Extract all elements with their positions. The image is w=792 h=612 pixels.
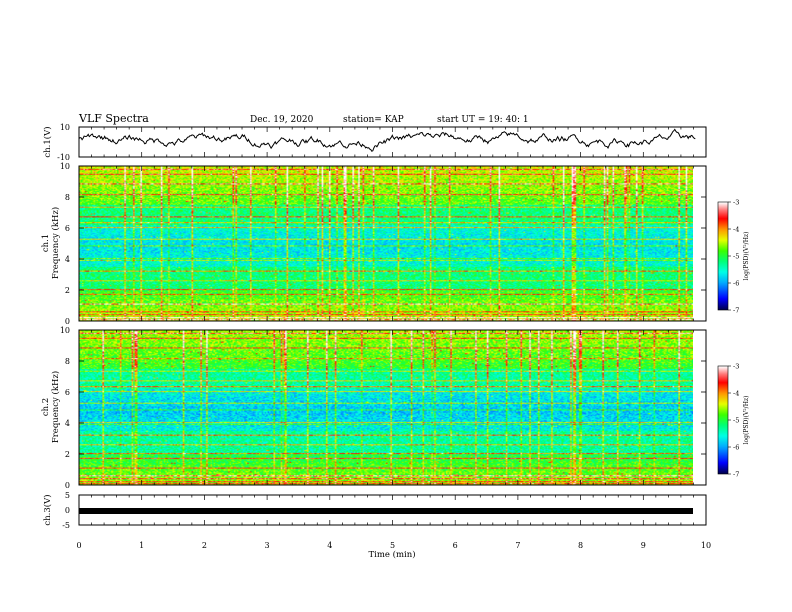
x-tick-label: 1 [139,541,144,550]
ch1-spectrogram-image [79,166,693,321]
ch3-voltage-ylabel: ch.3(V) [42,494,53,525]
colorbar-tick-label: -6 [733,280,739,288]
x-tick-label: 0 [76,541,81,550]
ch3-ytick-bottom: -5 [62,521,70,530]
spectrogram-ytick-label: 8 [65,193,70,202]
x-tick-label: 2 [202,541,207,550]
spectrogram-ytick-label: 0 [65,317,70,326]
ch2-colorbar-label: log(PSD)(V²/Hz) [743,396,750,445]
x-axis-ticks [78,127,707,525]
colorbar-tick-label: -5 [733,253,739,261]
spectrogram-ytick-label: 2 [65,286,70,295]
ch1-colorbar-label: log(PSD)(V²/Hz) [743,232,750,281]
colorbar-tick-label: -7 [733,471,739,479]
x-tick-label: 10 [701,541,711,550]
spectrogram-ytick-label: 4 [65,255,70,264]
colorbar-tick-label: -7 [733,307,739,315]
ch2-colorbar-gradient [718,366,728,474]
ch1-spectrogram-panel: 0 2 4 6 8 10 ch.1 Frequency (kHz) -3 -4 -5 -6 -7 … [41,162,750,326]
ch1-waveform [78,128,696,152]
x-tick-label: 7 [515,541,520,550]
ch2-spectrogram-ylabel-line2: Frequency (kHz) [50,371,61,443]
date-label: Dec. 19, 2020 [250,115,314,125]
x-tick-label: 3 [265,541,270,550]
spectrogram-ytick-label: 8 [65,357,70,366]
spectrogram-ytick-label: 6 [65,388,70,397]
ch3-ytick-top: 5 [65,491,70,500]
x-tick-label: 9 [641,541,646,550]
ch1-colorbar: -3 -4 -5 -6 -7 log(PSD)(V²/Hz) [717,199,750,315]
ch1-ytick-bottom: -10 [57,153,70,162]
colorbar-tick-label: -6 [733,444,739,452]
ch3-waveform-band [79,508,693,514]
colorbar-tick-label: -4 [733,226,739,234]
spectrogram-ytick-label: 2 [65,450,70,459]
station-label: station= KAP [343,115,404,125]
ch1-waveform-line [78,128,696,152]
x-tick-label: 5 [390,541,395,550]
colorbar-tick-label: -3 [733,199,739,207]
colorbar-tick-label: -3 [733,363,739,371]
ch1-colorbar-gradient [718,202,728,310]
spectrogram-ytick-label: 6 [65,224,70,233]
x-tick-label: 6 [453,541,458,550]
colorbar-tick-label: -4 [733,390,739,398]
ch2-spectrogram-panel: 0 2 4 6 8 10 ch.2 Frequency (kHz) -3 -4 -5 -6 -7 … [41,326,750,490]
spectrogram-ytick-label: 10 [60,162,70,171]
spectrogram-ytick-label: 4 [65,419,70,428]
figure-title: VLF Spectra [78,112,149,125]
ch2-spectrogram-image [79,330,693,485]
ch1-voltage-ylabel: ch.1(V) [42,126,53,157]
x-axis-tick-labels: 0 1 2 3 4 5 6 7 8 9 10 [76,541,711,550]
ch1-spectrogram-ylabel-line1: ch.1 [41,234,51,252]
ch1-ytick-top: 10 [60,123,70,132]
x-axis-label: Time (min) [368,549,415,560]
ch3-ytick-mid: 0 [65,506,70,515]
spectrogram-ytick-label: 10 [60,326,70,335]
x-tick-label: 8 [578,541,583,550]
ch2-spectrogram-ylabel-line1: ch.2 [41,398,51,416]
colorbar-tick-label: -5 [733,417,739,425]
start-time-label: start UT = 19: 40: 1 [437,115,529,125]
spectrogram-ytick-label: 0 [65,481,70,490]
x-tick-label: 4 [327,541,332,550]
ch2-colorbar: -3 -4 -5 -6 -7 log(PSD)(V²/Hz) [717,363,750,479]
ch1-spectrogram-ylabel-line2: Frequency (kHz) [50,207,61,279]
